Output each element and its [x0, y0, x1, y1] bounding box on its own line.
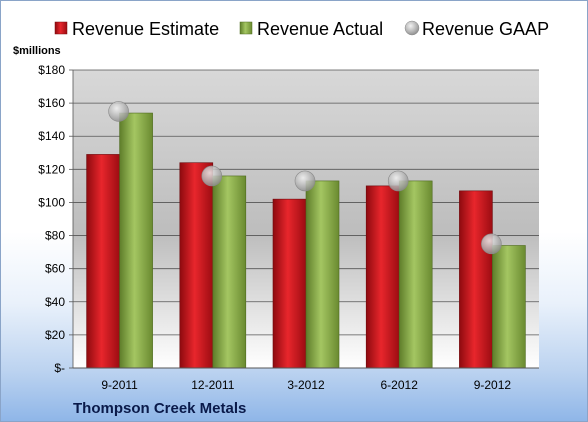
legend-swatch-gaap	[404, 20, 420, 36]
y-tick-label: $80	[45, 229, 65, 243]
bar-revenue-actual	[492, 245, 526, 369]
x-tick-label: 6-2012	[381, 378, 419, 392]
y-unit-label: $millions	[13, 45, 61, 57]
y-tick-label: $20	[45, 328, 65, 342]
gaap-markers	[108, 101, 502, 255]
x-axis: 9-2011 12-2011 3-2012 6-2012 9-2012	[73, 367, 539, 392]
legend-swatch-estimate	[54, 21, 68, 35]
bar-revenue-estimate	[459, 190, 493, 369]
marker-revenue-gaap	[201, 165, 223, 187]
y-tick-label: $100	[38, 195, 65, 209]
y-tick-label: $40	[45, 295, 65, 309]
bar-revenue-estimate	[272, 198, 307, 369]
legend-swatch-actual	[239, 21, 253, 35]
marker-revenue-gaap	[481, 233, 502, 255]
marker-revenue-gaap	[387, 170, 409, 192]
legend-label-estimate: Revenue Estimate	[72, 19, 219, 39]
y-tick-label: $180	[38, 63, 65, 77]
x-tick-label: 9-2012	[474, 378, 512, 392]
y-tick-label: $-	[54, 361, 65, 375]
y-tick-label: $160	[38, 96, 65, 110]
y-tick-label: $60	[45, 262, 65, 276]
bar-revenue-actual	[119, 112, 153, 369]
legend-label-actual: Revenue Actual	[257, 19, 383, 39]
bar-series	[86, 112, 526, 369]
bar-revenue-estimate	[86, 154, 120, 369]
bar-revenue-actual	[398, 180, 433, 369]
company-caption: Thompson Creek Metals	[73, 400, 246, 417]
bar-revenue-estimate	[179, 162, 214, 369]
x-tick-label: 9-2011	[101, 378, 138, 392]
y-axis: $- $20 $40 $60 $80 $100 $120 $140 $160 $180	[38, 63, 74, 375]
bar-revenue-actual	[212, 175, 247, 369]
marker-revenue-gaap	[294, 170, 316, 192]
marker-revenue-gaap	[108, 101, 129, 122]
legend: Revenue Estimate Revenue Actual Revenue …	[54, 19, 549, 39]
x-tick-label: 3-2012	[287, 378, 325, 392]
y-tick-label: $140	[38, 129, 65, 143]
y-tick-label: $120	[38, 162, 65, 176]
x-tick-label: 12-2011	[191, 378, 234, 392]
bar-revenue-actual	[305, 180, 340, 369]
legend-label-gaap: Revenue GAAP	[422, 19, 549, 39]
bar-revenue-estimate	[365, 185, 400, 369]
